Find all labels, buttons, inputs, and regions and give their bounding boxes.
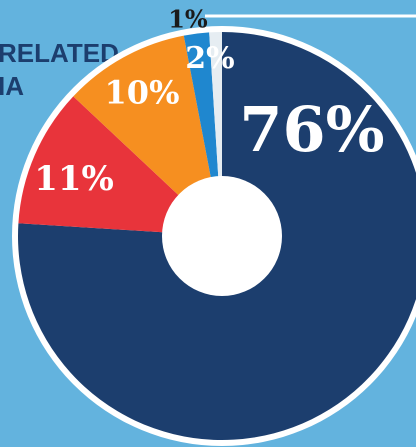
slice [18,96,223,237]
donut-hole [162,176,282,296]
slice-label: 11% [34,159,114,199]
labels: 76% 11% 10%2% 1% [34,5,384,200]
slice-label: 10% [105,74,180,112]
slice-label: 2% [185,41,234,76]
slice-label: 76% [239,93,384,166]
title-line: RELATED [0,38,119,68]
title-line: IA [0,71,24,101]
slice-label: 1% [168,5,208,34]
slice [73,35,222,236]
